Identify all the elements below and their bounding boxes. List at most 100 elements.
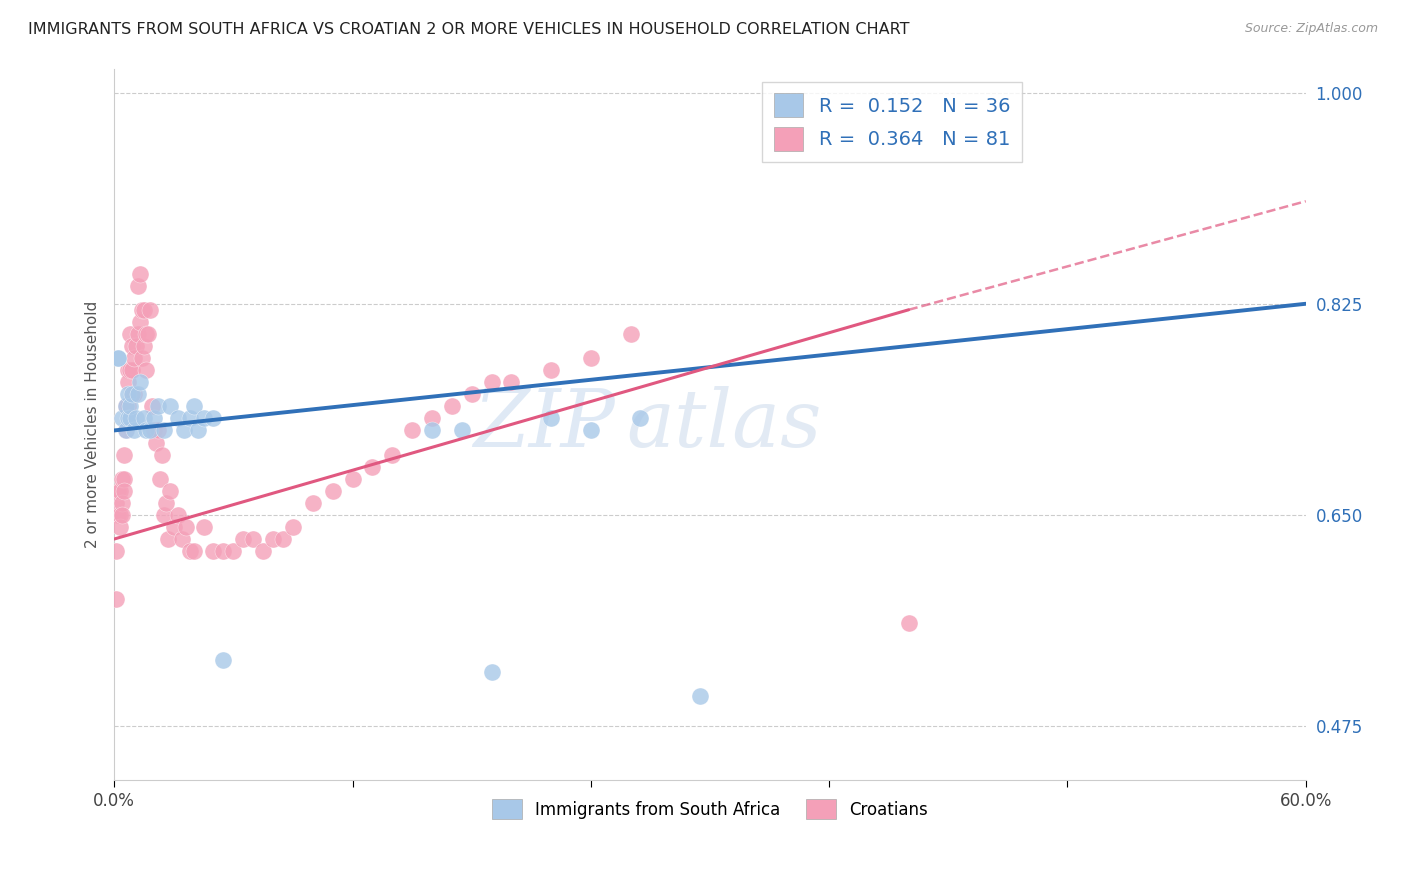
Point xyxy=(342,472,364,486)
Point xyxy=(155,496,177,510)
Point xyxy=(361,459,384,474)
Point xyxy=(117,411,139,425)
Point xyxy=(107,351,129,365)
Point xyxy=(120,411,142,425)
Point xyxy=(179,544,201,558)
Point xyxy=(117,363,139,377)
Text: IMMIGRANTS FROM SOUTH AFRICA VS CROATIAN 2 OR MORE VEHICLES IN HOUSEHOLD CORRELA: IMMIGRANTS FROM SOUTH AFRICA VS CROATIAN… xyxy=(28,22,910,37)
Point xyxy=(202,544,225,558)
Point xyxy=(149,472,172,486)
Y-axis label: 2 or more Vehicles in Household: 2 or more Vehicles in Household xyxy=(86,301,100,548)
Point xyxy=(540,411,562,425)
Point xyxy=(129,375,152,389)
Point xyxy=(689,689,711,703)
Point xyxy=(136,326,159,341)
Point xyxy=(120,363,142,377)
Point xyxy=(440,400,463,414)
Point xyxy=(420,424,443,438)
Point xyxy=(122,424,145,438)
Point xyxy=(129,267,152,281)
Point xyxy=(242,532,264,546)
Point xyxy=(150,448,173,462)
Point xyxy=(170,532,193,546)
Point xyxy=(173,424,195,438)
Point xyxy=(166,508,188,522)
Point xyxy=(117,375,139,389)
Point xyxy=(132,411,155,425)
Point xyxy=(111,411,134,425)
Point xyxy=(105,592,128,607)
Point xyxy=(322,483,344,498)
Point xyxy=(121,387,143,401)
Point xyxy=(107,351,129,365)
Legend: Immigrants from South Africa, Croatians: Immigrants from South Africa, Croatians xyxy=(485,793,935,825)
Point xyxy=(122,387,145,401)
Point xyxy=(232,532,254,546)
Point xyxy=(111,496,134,510)
Point xyxy=(174,520,197,534)
Point xyxy=(111,508,134,522)
Point xyxy=(117,400,139,414)
Point xyxy=(125,411,148,425)
Point xyxy=(121,387,143,401)
Point xyxy=(619,326,641,341)
Point xyxy=(212,653,235,667)
Point xyxy=(142,411,165,425)
Point xyxy=(131,351,153,365)
Point xyxy=(122,351,145,365)
Point xyxy=(121,339,143,353)
Point xyxy=(579,424,602,438)
Point xyxy=(579,351,602,365)
Point xyxy=(117,387,139,401)
Point xyxy=(630,411,652,425)
Point xyxy=(108,508,131,522)
Point xyxy=(271,532,294,546)
Point xyxy=(129,315,152,329)
Point xyxy=(115,424,138,438)
Point xyxy=(897,616,920,631)
Point xyxy=(481,665,503,679)
Point xyxy=(193,520,215,534)
Point xyxy=(121,363,143,377)
Point xyxy=(145,435,167,450)
Point xyxy=(141,400,163,414)
Point xyxy=(112,472,135,486)
Point xyxy=(450,424,472,438)
Point xyxy=(501,375,523,389)
Point xyxy=(107,483,129,498)
Point xyxy=(153,424,176,438)
Point xyxy=(105,544,128,558)
Point xyxy=(179,411,201,425)
Point xyxy=(112,448,135,462)
Point xyxy=(115,400,138,414)
Point xyxy=(146,400,169,414)
Point xyxy=(146,424,169,438)
Point xyxy=(111,472,134,486)
Point xyxy=(252,544,274,558)
Point xyxy=(135,363,157,377)
Point xyxy=(142,424,165,438)
Point xyxy=(125,339,148,353)
Point xyxy=(481,375,503,389)
Point xyxy=(115,400,138,414)
Point xyxy=(281,520,304,534)
Point xyxy=(193,411,215,425)
Point xyxy=(159,483,181,498)
Point xyxy=(135,326,157,341)
Point xyxy=(401,424,423,438)
Point xyxy=(105,496,128,510)
Point xyxy=(301,496,323,510)
Text: Source: ZipAtlas.com: Source: ZipAtlas.com xyxy=(1244,22,1378,36)
Point xyxy=(262,532,284,546)
Point xyxy=(108,520,131,534)
Point xyxy=(420,411,443,425)
Point xyxy=(120,326,142,341)
Point xyxy=(212,544,235,558)
Point xyxy=(540,363,562,377)
Point xyxy=(460,387,482,401)
Point xyxy=(381,448,404,462)
Point xyxy=(135,424,157,438)
Point xyxy=(132,339,155,353)
Point xyxy=(202,411,225,425)
Point xyxy=(127,278,149,293)
